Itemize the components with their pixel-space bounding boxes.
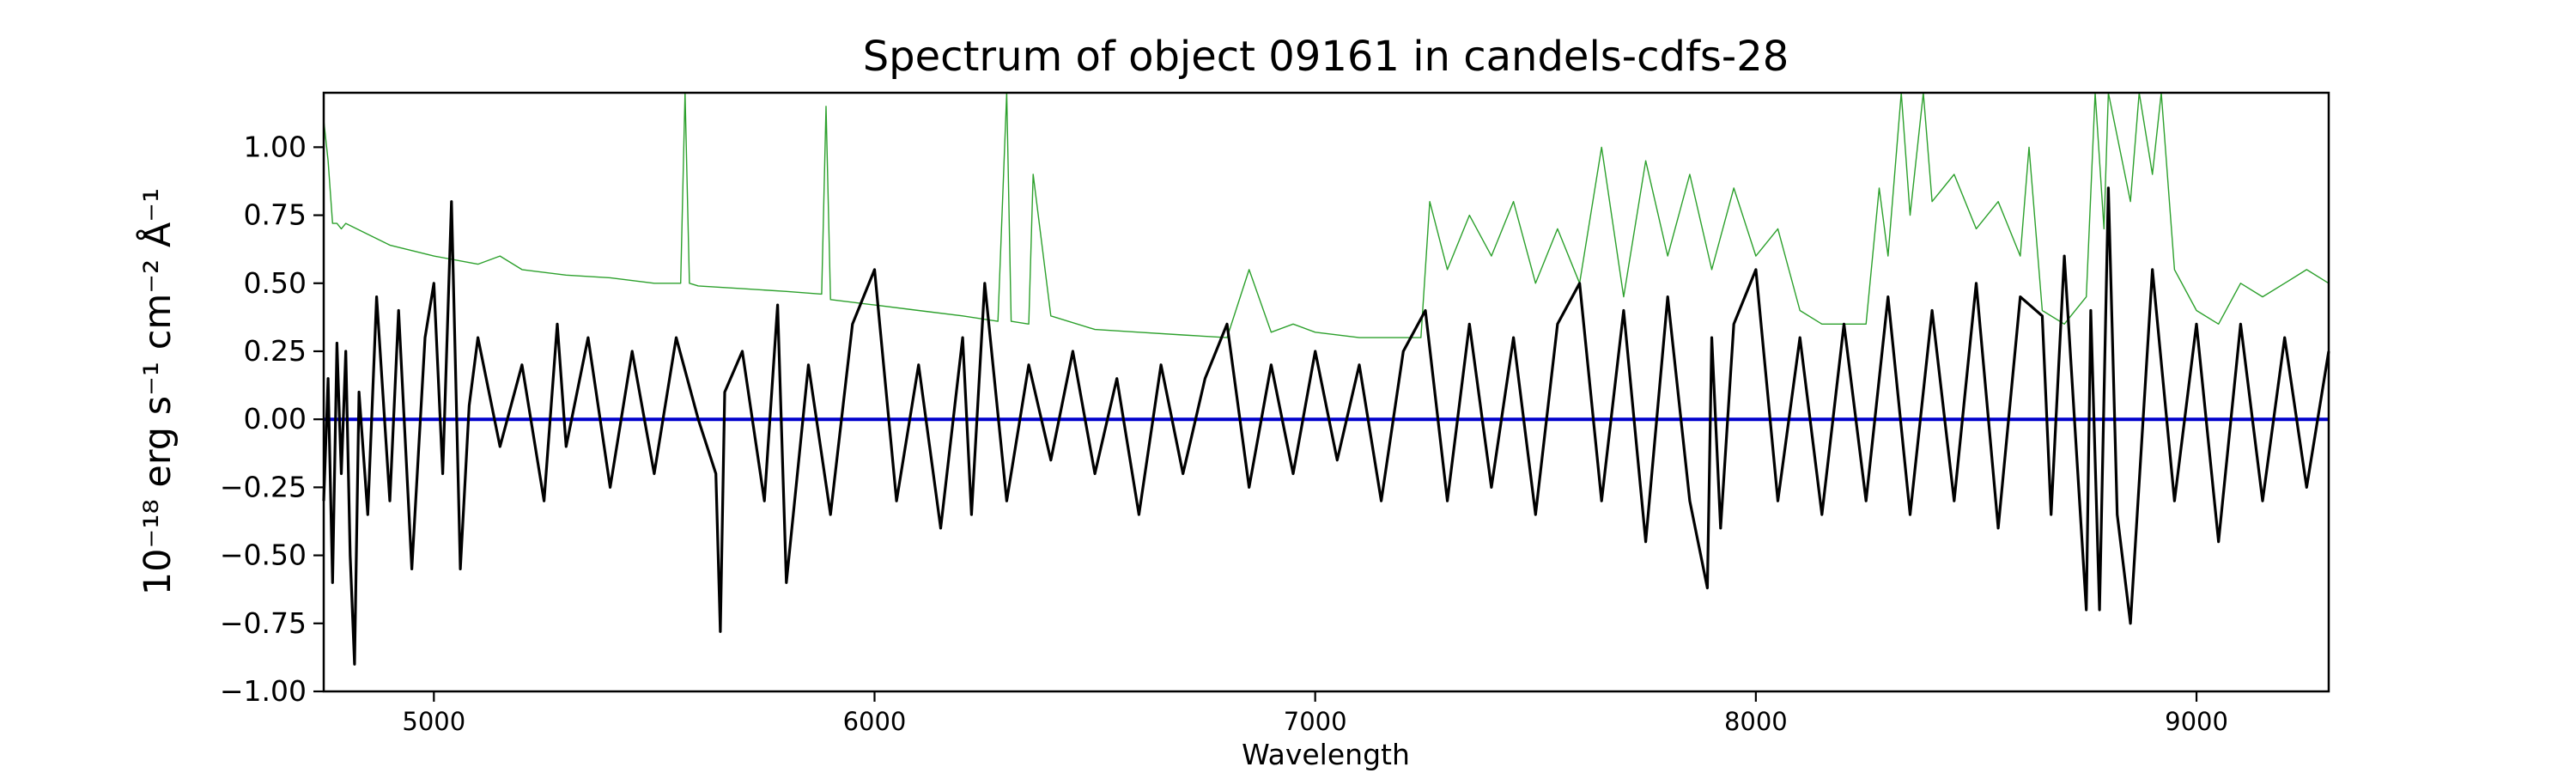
chart-title: Spectrum of object 09161 in candels-cdfs…	[863, 33, 1789, 81]
y-axis: −1.00 −0.75 −0.50 −0.25 0.00 0.25 0.50 0.75 1.00	[220, 130, 324, 708]
y-tick-label: 0.25	[244, 334, 307, 368]
y-tick-label: −0.50	[220, 539, 307, 572]
x-axis: 5000 6000 7000 8000 9000	[402, 691, 2228, 736]
y-tick-label: 0.50	[244, 266, 307, 300]
x-tick-label: 5000	[402, 707, 465, 736]
x-axis-label: Wavelength	[1242, 738, 1410, 771]
error-series-line	[323, 92, 2330, 338]
x-tick-label: 9000	[2165, 707, 2228, 736]
y-tick-label: −1.00	[220, 674, 307, 708]
y-tick-label: 0.00	[244, 402, 307, 435]
x-tick-label: 6000	[843, 707, 907, 736]
x-tick-label: 7000	[1284, 707, 1347, 736]
y-tick-label: −0.75	[220, 606, 307, 640]
y-tick-label: 0.75	[244, 198, 307, 232]
plot-layer	[322, 92, 2330, 666]
x-tick-label: 8000	[1724, 707, 1788, 736]
y-axis-label: 10⁻¹⁸ erg s⁻¹ cm⁻² Å⁻¹	[136, 188, 179, 595]
y-tick-label: −0.25	[220, 470, 307, 503]
plot-frame	[322, 91, 2330, 693]
flux-series-line	[322, 186, 2330, 666]
y-tick-label: 1.00	[244, 130, 307, 163]
